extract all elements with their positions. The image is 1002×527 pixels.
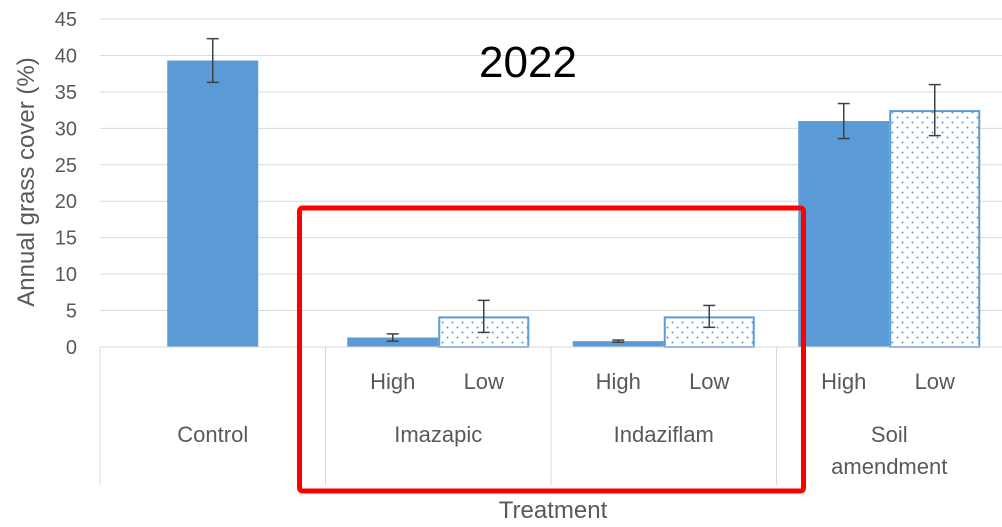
y-tick-label: 35 <box>55 82 77 104</box>
y-tick-label: 10 <box>55 264 77 286</box>
x-sublabel-imazapic-low: Low <box>464 369 504 394</box>
y-tick-label: 25 <box>55 155 77 177</box>
bar-imazapic-high <box>347 337 439 347</box>
highlight-box <box>297 205 806 494</box>
y-axis-title: Annual grass cover (%) <box>13 57 40 306</box>
bar-soil-amendment-high <box>798 121 890 348</box>
x-sublabel-soil-amendment-high: High <box>821 369 866 394</box>
x-sublabel-indaziflam-low: Low <box>689 369 729 394</box>
y-tick-label: 0 <box>66 337 77 359</box>
x-category-label-soil-amendment: Soil <box>871 422 908 447</box>
error-bar-imazapic-low <box>477 299 490 334</box>
y-tick-label: 30 <box>55 118 77 140</box>
x-category-label-soil-amendment: amendment <box>831 454 947 479</box>
error-bar-indaziflam-low <box>703 304 716 329</box>
y-tick-label: 40 <box>55 45 77 67</box>
bar-indaziflam-high <box>572 341 664 347</box>
highlight-annotations <box>297 205 806 494</box>
bar-soil-amendment-low <box>889 110 981 348</box>
x-sublabel-indaziflam-high: High <box>596 369 641 394</box>
x-category-label-imazapic: Imazapic <box>394 422 482 447</box>
x-sublabel-imazapic-high: High <box>370 369 415 394</box>
error-bar-soil-amendment-high <box>837 102 850 140</box>
x-axis-title: Treatment <box>499 497 608 522</box>
y-axis-ticks: 0 5 10 15 20 25 30 35 40 45 <box>55 9 77 359</box>
y-tick-label: 20 <box>55 191 77 213</box>
chart-title: 2022 <box>479 38 577 87</box>
error-bars <box>206 37 941 344</box>
x-sublabel-soil-amendment-low: Low <box>915 369 955 394</box>
x-axis: Control High Low Imazapic High Low Indaziflam H… <box>99 346 1002 485</box>
error-bar-control <box>206 37 219 84</box>
bar-control <box>167 60 259 348</box>
error-bar-soil-amendment-low <box>928 83 941 137</box>
error-bar-indaziflam-high <box>612 339 625 344</box>
x-category-label-control: Control <box>177 422 248 447</box>
bars <box>167 60 981 348</box>
error-bar-imazapic-high <box>386 333 399 342</box>
y-tick-label: 15 <box>55 228 77 250</box>
y-tick-label: 5 <box>66 301 77 323</box>
y-tick-label: 45 <box>55 9 77 31</box>
x-category-label-indaziflam: Indaziflam <box>614 422 714 447</box>
